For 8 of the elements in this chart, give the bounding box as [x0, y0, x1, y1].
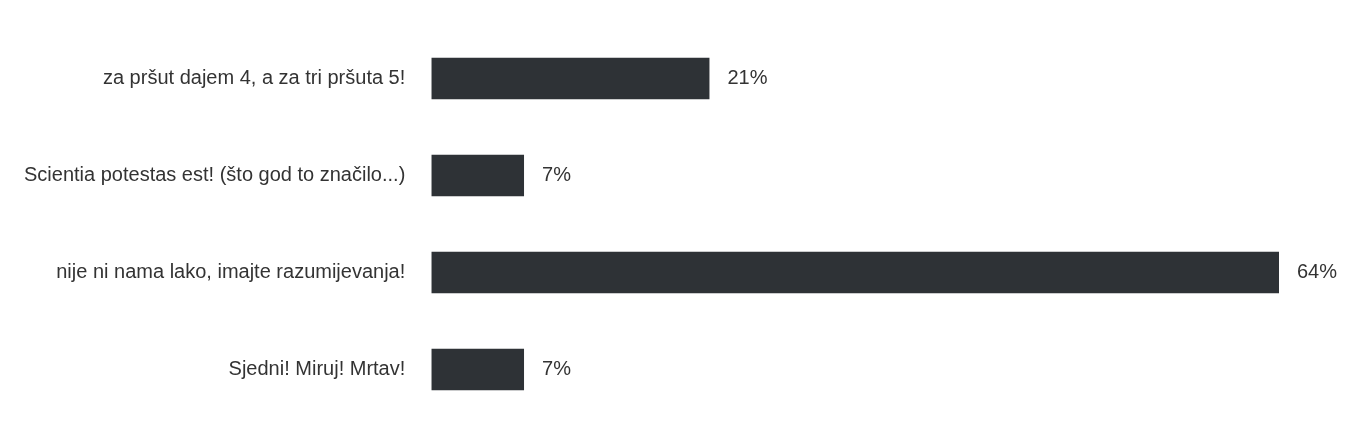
data-label: 7% — [542, 357, 572, 380]
y-tick-label: za pršut dajem 4, a za tri pršuta 5! — [102, 66, 406, 89]
y-tick-label: nije ni nama lako, imajte razumijevanja! — [56, 260, 406, 283]
data-label: 21% — [727, 66, 768, 89]
y-tick-label: Scientia potestas est! (što god to značilo...) — [24, 163, 406, 186]
data-label: 7% — [542, 163, 572, 186]
y-tick-label: Sjedni! Miruj! Mrtav! — [228, 357, 406, 380]
data-label: 64% — [1297, 260, 1338, 283]
